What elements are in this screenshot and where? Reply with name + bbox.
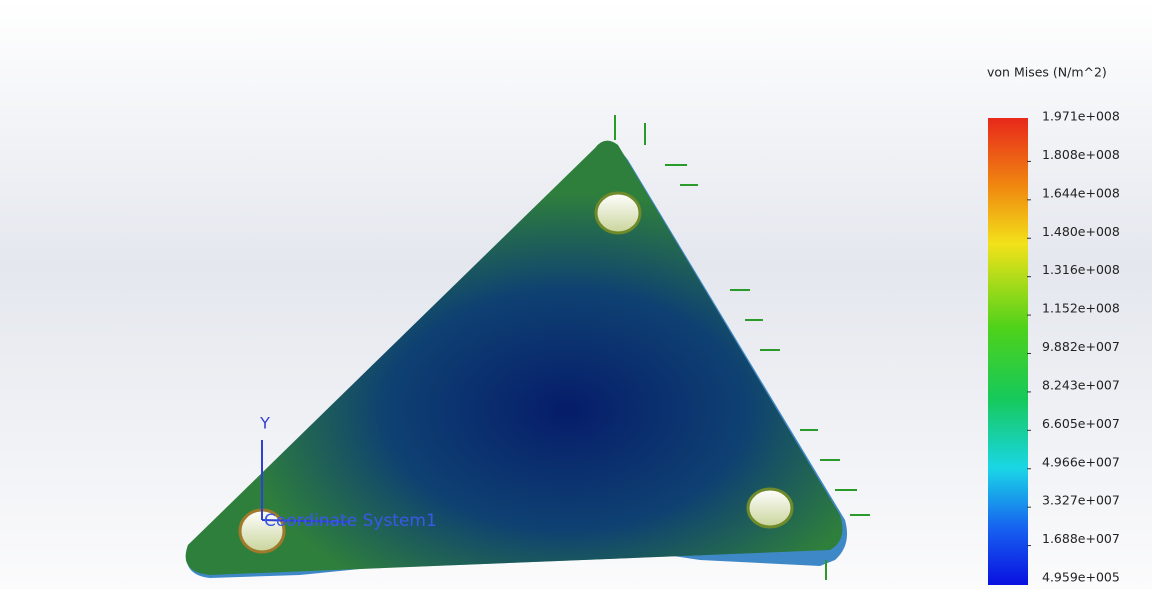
legend-label: 4.966e+007 bbox=[1042, 454, 1120, 469]
legend-label: 1.688e+007 bbox=[1042, 531, 1120, 546]
axis-label: Y bbox=[259, 414, 270, 433]
legend-label: 1.480e+008 bbox=[1042, 224, 1120, 239]
legend-label: 1.152e+008 bbox=[1042, 301, 1120, 316]
legend-label: 1.971e+008 bbox=[1042, 109, 1120, 124]
page: Y Coordinate System1 von Mises (N/m^2) 1… bbox=[0, 0, 1152, 589]
legend-label: 1.808e+008 bbox=[1042, 147, 1120, 162]
legend-label: 3.327e+007 bbox=[1042, 493, 1120, 508]
color-scale bbox=[988, 118, 1028, 585]
legend-title: von Mises (N/m^2) bbox=[987, 65, 1107, 80]
legend-label: 1.316e+008 bbox=[1042, 262, 1120, 277]
legend-label: 4.959e+005 bbox=[1042, 570, 1120, 585]
legend-label: 9.882e+007 bbox=[1042, 339, 1120, 354]
coordinate-system-label: Coordinate System1 bbox=[264, 511, 437, 531]
legend-label: 6.605e+007 bbox=[1042, 416, 1120, 431]
hole bbox=[748, 489, 792, 527]
hole bbox=[596, 193, 640, 233]
legend-label: 1.644e+008 bbox=[1042, 185, 1120, 200]
viewport: Y Coordinate System1 von Mises (N/m^2) 1… bbox=[0, 0, 1152, 589]
legend-label: 8.243e+007 bbox=[1042, 377, 1120, 392]
